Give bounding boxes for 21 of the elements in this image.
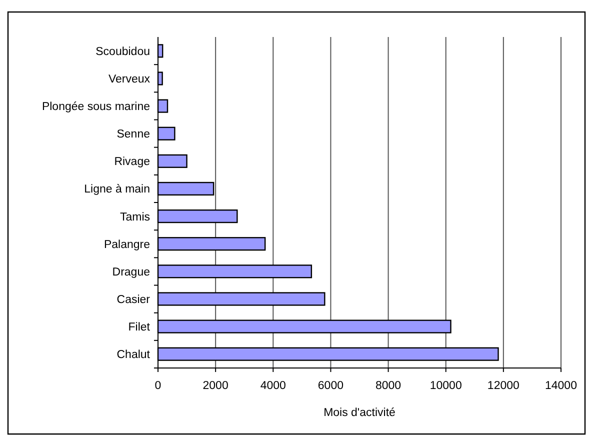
x-axis-title: Mois d'activité <box>324 407 396 419</box>
y-tick-label: Verveux <box>108 74 150 86</box>
y-tick-label: Plongée sous marine <box>42 101 150 114</box>
x-tick-label: 10000 <box>430 380 462 392</box>
x-tick-label: 8000 <box>375 380 402 392</box>
x-tick-label: 14000 <box>545 380 577 392</box>
y-tick-label: Ligne à main <box>84 184 150 196</box>
x-tick-label: 6000 <box>318 380 344 392</box>
y-tick-label: Casier <box>116 294 150 306</box>
y-tick-label: Scoubidou <box>96 46 150 58</box>
y-tick-label: Filet <box>128 322 151 334</box>
x-tick-label: 4000 <box>260 380 286 392</box>
y-tick-label: Palangre <box>104 238 150 251</box>
y-tick-label: Rivage <box>114 156 150 168</box>
y-tick-label: Senne <box>116 128 150 141</box>
y-tick-label: Chalut <box>116 349 151 362</box>
x-tick-label: 12000 <box>487 380 520 392</box>
y-tick-label: Drague <box>112 266 150 278</box>
y-tick-label: Tamis <box>120 211 150 224</box>
x-tick-label: 0 <box>154 380 162 392</box>
x-tick-label: 2000 <box>202 380 228 392</box>
